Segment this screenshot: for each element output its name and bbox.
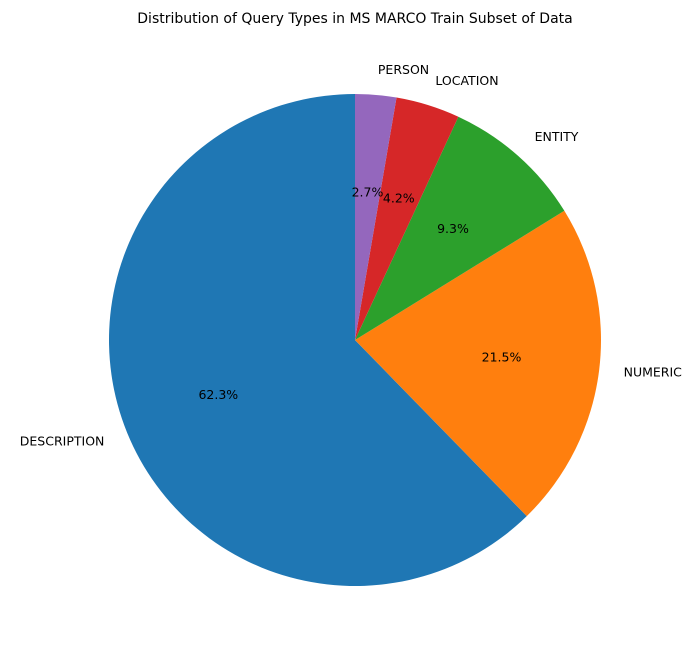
pie-slice-person [355, 94, 397, 340]
pie-slice-description [109, 94, 527, 587]
pct-label-description: 62.3% [198, 387, 238, 402]
pie-slice-numeric [355, 210, 601, 517]
pie-slices [109, 94, 601, 587]
slice-labels: DESCRIPTION NUMERIC ENTITY LOCATION PERSON [20, 62, 682, 449]
pct-label-entity: 9.3% [437, 221, 469, 236]
slice-label-location: LOCATION [435, 73, 498, 88]
pie-slice-location [355, 97, 459, 340]
pct-label-location: 4.2% [383, 191, 415, 206]
slice-label-numeric: NUMERIC [624, 365, 683, 380]
slice-label-entity: ENTITY [535, 129, 579, 144]
slice-label-description: DESCRIPTION [20, 434, 105, 449]
chart-title: Distribution of Query Types in MS MARCO … [137, 11, 572, 27]
percentage-labels: 62.3% 21.5% 9.3% 4.2%2.7% [198, 184, 521, 402]
pct-label-numeric: 21.5% [482, 350, 522, 365]
pie-slice-entity [355, 116, 565, 340]
pct-label-person: 2.7% [352, 184, 384, 199]
slice-label-person: PERSON [378, 62, 429, 77]
